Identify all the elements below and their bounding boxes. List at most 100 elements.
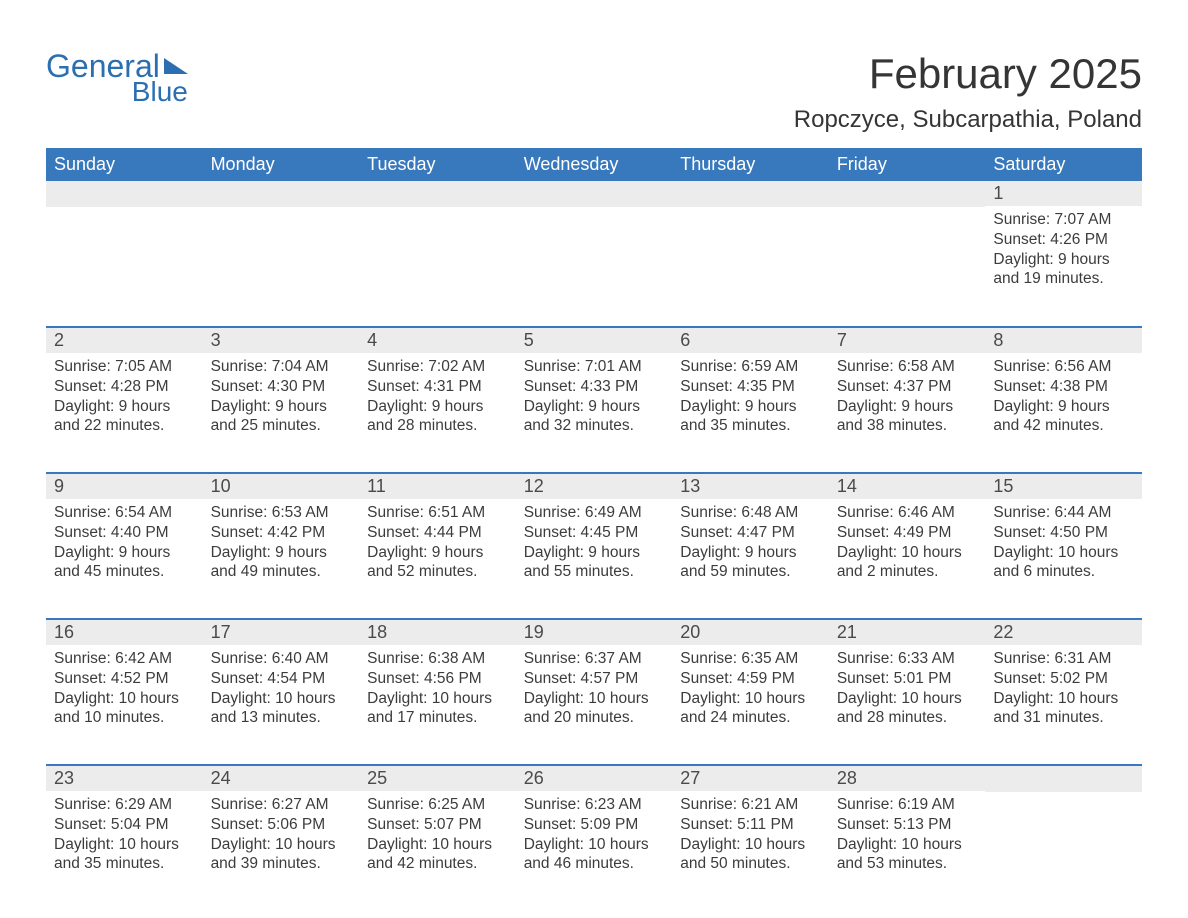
weekday-header: Wednesday bbox=[516, 148, 673, 181]
day-number: 14 bbox=[829, 474, 986, 499]
sunrise-text: Sunrise: 6:21 AM bbox=[680, 795, 821, 815]
daylight-text: and 53 minutes. bbox=[837, 854, 978, 874]
daylight-text: Daylight: 10 hours bbox=[54, 835, 195, 855]
sunset-text: Sunset: 4:49 PM bbox=[837, 523, 978, 543]
logo-blue-text: Blue bbox=[132, 78, 188, 106]
sunrise-text: Sunrise: 6:54 AM bbox=[54, 503, 195, 523]
daylight-text: and 42 minutes. bbox=[993, 416, 1134, 436]
sunrise-text: Sunrise: 6:59 AM bbox=[680, 357, 821, 377]
calendar-day-cell bbox=[672, 181, 829, 327]
sunset-text: Sunset: 4:28 PM bbox=[54, 377, 195, 397]
day-number: 17 bbox=[203, 620, 360, 645]
logo: General Blue bbox=[46, 50, 188, 106]
calendar-day-cell: 5Sunrise: 7:01 AMSunset: 4:33 PMDaylight… bbox=[516, 327, 673, 473]
sunrise-text: Sunrise: 6:33 AM bbox=[837, 649, 978, 669]
calendar-day-cell: 25Sunrise: 6:25 AMSunset: 5:07 PMDayligh… bbox=[359, 765, 516, 911]
calendar-day-cell bbox=[203, 181, 360, 327]
daylight-text: and 32 minutes. bbox=[524, 416, 665, 436]
sunset-text: Sunset: 4:38 PM bbox=[993, 377, 1134, 397]
daylight-text: and 28 minutes. bbox=[367, 416, 508, 436]
day-details: Sunrise: 6:46 AMSunset: 4:49 PMDaylight:… bbox=[829, 499, 986, 590]
sunset-text: Sunset: 4:45 PM bbox=[524, 523, 665, 543]
day-number: 13 bbox=[672, 474, 829, 499]
sunset-text: Sunset: 5:09 PM bbox=[524, 815, 665, 835]
sunset-text: Sunset: 5:02 PM bbox=[993, 669, 1134, 689]
day-number bbox=[829, 181, 986, 207]
day-details: Sunrise: 6:38 AMSunset: 4:56 PMDaylight:… bbox=[359, 645, 516, 736]
calendar-day-cell: 22Sunrise: 6:31 AMSunset: 5:02 PMDayligh… bbox=[985, 619, 1142, 765]
daylight-text: Daylight: 10 hours bbox=[680, 689, 821, 709]
sunset-text: Sunset: 4:59 PM bbox=[680, 669, 821, 689]
daylight-text: Daylight: 10 hours bbox=[993, 543, 1134, 563]
calendar-day-cell: 14Sunrise: 6:46 AMSunset: 4:49 PMDayligh… bbox=[829, 473, 986, 619]
weekday-header: Monday bbox=[203, 148, 360, 181]
daylight-text: Daylight: 10 hours bbox=[837, 835, 978, 855]
daylight-text: Daylight: 10 hours bbox=[524, 689, 665, 709]
day-number: 10 bbox=[203, 474, 360, 499]
day-details: Sunrise: 6:37 AMSunset: 4:57 PMDaylight:… bbox=[516, 645, 673, 736]
daylight-text: and 46 minutes. bbox=[524, 854, 665, 874]
daylight-text: Daylight: 10 hours bbox=[211, 689, 352, 709]
sunrise-text: Sunrise: 6:49 AM bbox=[524, 503, 665, 523]
calendar-day-cell: 27Sunrise: 6:21 AMSunset: 5:11 PMDayligh… bbox=[672, 765, 829, 911]
daylight-text: Daylight: 10 hours bbox=[837, 689, 978, 709]
calendar-week-row: 9Sunrise: 6:54 AMSunset: 4:40 PMDaylight… bbox=[46, 473, 1142, 619]
calendar-day-cell: 16Sunrise: 6:42 AMSunset: 4:52 PMDayligh… bbox=[46, 619, 203, 765]
calendar-day-cell: 9Sunrise: 6:54 AMSunset: 4:40 PMDaylight… bbox=[46, 473, 203, 619]
calendar-day-cell: 28Sunrise: 6:19 AMSunset: 5:13 PMDayligh… bbox=[829, 765, 986, 911]
daylight-text: and 45 minutes. bbox=[54, 562, 195, 582]
sunrise-text: Sunrise: 6:42 AM bbox=[54, 649, 195, 669]
header: General Blue February 2025 Ropczyce, Sub… bbox=[46, 50, 1142, 142]
day-number: 8 bbox=[985, 328, 1142, 353]
calendar-day-cell bbox=[46, 181, 203, 327]
day-number: 20 bbox=[672, 620, 829, 645]
day-details: Sunrise: 6:49 AMSunset: 4:45 PMDaylight:… bbox=[516, 499, 673, 590]
sunrise-text: Sunrise: 6:29 AM bbox=[54, 795, 195, 815]
day-details: Sunrise: 6:54 AMSunset: 4:40 PMDaylight:… bbox=[46, 499, 203, 590]
calendar-day-cell bbox=[359, 181, 516, 327]
day-details: Sunrise: 6:48 AMSunset: 4:47 PMDaylight:… bbox=[672, 499, 829, 590]
daylight-text: Daylight: 10 hours bbox=[680, 835, 821, 855]
day-details: Sunrise: 6:23 AMSunset: 5:09 PMDaylight:… bbox=[516, 791, 673, 882]
weekday-header: Sunday bbox=[46, 148, 203, 181]
logo-sail-icon bbox=[164, 58, 188, 74]
calendar-day-cell: 6Sunrise: 6:59 AMSunset: 4:35 PMDaylight… bbox=[672, 327, 829, 473]
day-details: Sunrise: 6:19 AMSunset: 5:13 PMDaylight:… bbox=[829, 791, 986, 882]
daylight-text: and 59 minutes. bbox=[680, 562, 821, 582]
sunset-text: Sunset: 4:30 PM bbox=[211, 377, 352, 397]
weekday-header: Saturday bbox=[985, 148, 1142, 181]
day-number: 18 bbox=[359, 620, 516, 645]
daylight-text: and 6 minutes. bbox=[993, 562, 1134, 582]
day-details: Sunrise: 6:59 AMSunset: 4:35 PMDaylight:… bbox=[672, 353, 829, 444]
day-details: Sunrise: 7:07 AMSunset: 4:26 PMDaylight:… bbox=[985, 206, 1142, 297]
daylight-text: Daylight: 9 hours bbox=[680, 543, 821, 563]
sunrise-text: Sunrise: 6:23 AM bbox=[524, 795, 665, 815]
daylight-text: and 17 minutes. bbox=[367, 708, 508, 728]
day-number: 5 bbox=[516, 328, 673, 353]
day-number: 9 bbox=[46, 474, 203, 499]
daylight-text: Daylight: 9 hours bbox=[837, 397, 978, 417]
sunset-text: Sunset: 4:26 PM bbox=[993, 230, 1134, 250]
day-number: 1 bbox=[985, 181, 1142, 206]
day-number: 27 bbox=[672, 766, 829, 791]
daylight-text: and 49 minutes. bbox=[211, 562, 352, 582]
sunrise-text: Sunrise: 6:19 AM bbox=[837, 795, 978, 815]
calendar-day-cell bbox=[985, 765, 1142, 911]
daylight-text: and 52 minutes. bbox=[367, 562, 508, 582]
daylight-text: Daylight: 9 hours bbox=[524, 397, 665, 417]
day-number: 16 bbox=[46, 620, 203, 645]
day-number: 6 bbox=[672, 328, 829, 353]
sunset-text: Sunset: 4:52 PM bbox=[54, 669, 195, 689]
day-number: 23 bbox=[46, 766, 203, 791]
daylight-text: Daylight: 10 hours bbox=[524, 835, 665, 855]
calendar-day-cell: 7Sunrise: 6:58 AMSunset: 4:37 PMDaylight… bbox=[829, 327, 986, 473]
sunrise-text: Sunrise: 6:56 AM bbox=[993, 357, 1134, 377]
sunrise-text: Sunrise: 6:40 AM bbox=[211, 649, 352, 669]
daylight-text: and 35 minutes. bbox=[680, 416, 821, 436]
day-number: 21 bbox=[829, 620, 986, 645]
day-details: Sunrise: 6:58 AMSunset: 4:37 PMDaylight:… bbox=[829, 353, 986, 444]
calendar-day-cell bbox=[516, 181, 673, 327]
sunrise-text: Sunrise: 7:04 AM bbox=[211, 357, 352, 377]
day-number: 22 bbox=[985, 620, 1142, 645]
daylight-text: and 24 minutes. bbox=[680, 708, 821, 728]
